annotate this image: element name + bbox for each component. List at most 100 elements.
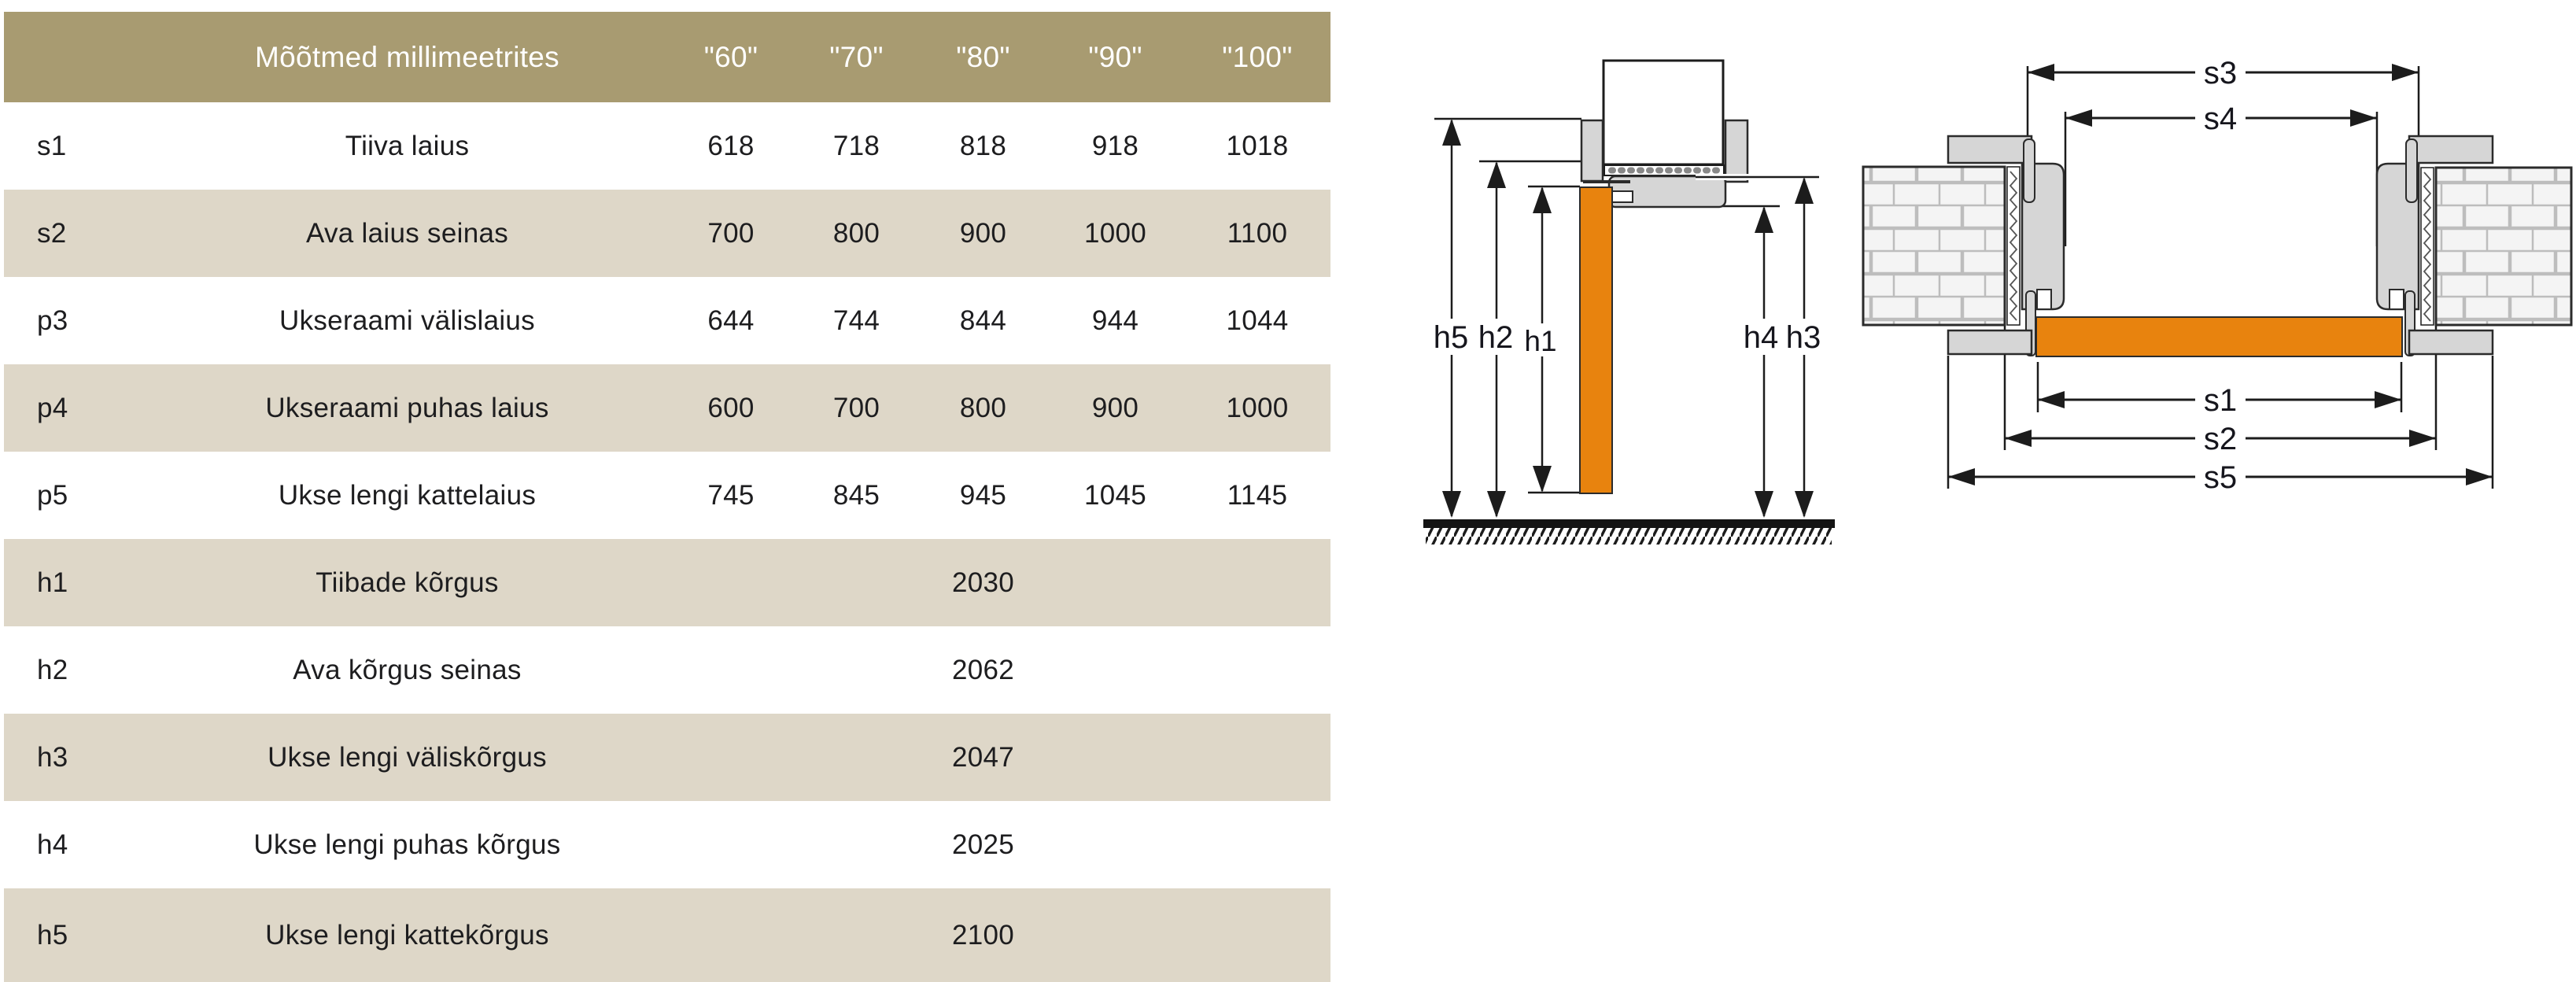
table-title: Mõõtmed millimeetrites bbox=[255, 40, 559, 73]
col-header-60: "60" bbox=[703, 40, 758, 73]
table-row: h4 Ukse lengi puhas kõrgus 2025 bbox=[4, 801, 1330, 888]
row-label: Ukse lengi kattelaius bbox=[278, 479, 537, 511]
row-value bbox=[793, 714, 920, 801]
row-value bbox=[669, 801, 793, 888]
table-row: s2 Ava laius seinas 700 800 900 1000 110… bbox=[4, 190, 1330, 277]
casing-top-right bbox=[2408, 135, 2494, 164]
row-value bbox=[793, 626, 920, 714]
casing-tab-right bbox=[2405, 138, 2418, 203]
jamb-right-notch bbox=[2389, 289, 2404, 310]
row-value: 800 bbox=[959, 392, 1007, 423]
row-key: p4 bbox=[37, 392, 68, 423]
row-value: 2100 bbox=[951, 919, 1015, 951]
row-value: 944 bbox=[1091, 305, 1139, 336]
horizontal-section-diagram: s3 s4 s1 s2 s5 bbox=[1862, 54, 2573, 496]
door-section-diagrams: h5 h2 h1 h4 h3 bbox=[1423, 54, 2573, 545]
col-header-90: "90" bbox=[1088, 40, 1142, 73]
table-row: p3 Ukseraami välislaius 644 744 844 944 … bbox=[4, 277, 1330, 364]
label-bg bbox=[1474, 319, 1518, 355]
floor-hatch bbox=[1426, 528, 1832, 545]
row-label: Ukse lengi väliskõrgus bbox=[268, 741, 547, 773]
casing-right bbox=[1724, 119, 1749, 183]
table-header-row: Mõõtmed millimeetrites "60" "70" "80" "9… bbox=[4, 12, 1330, 102]
row-value: 1018 bbox=[1226, 130, 1289, 161]
row-label: Ukse lengi puhas kõrgus bbox=[253, 829, 561, 860]
dim-s2: s2 bbox=[2005, 419, 2436, 457]
row-value: 1045 bbox=[1083, 479, 1147, 511]
wall-above-door bbox=[1602, 59, 1725, 166]
table-row: p5 Ukse lengi kattelaius 745 845 945 104… bbox=[4, 452, 1330, 539]
vertical-section-diagram: h5 h2 h1 h4 h3 bbox=[1423, 59, 1835, 545]
row-value: 745 bbox=[707, 479, 755, 511]
row-key: h4 bbox=[37, 829, 68, 860]
label-bg bbox=[1740, 319, 1783, 355]
row-value: 600 bbox=[707, 392, 755, 423]
row-value: 1044 bbox=[1226, 305, 1289, 336]
row-value: 844 bbox=[959, 305, 1007, 336]
row-value: 644 bbox=[707, 305, 755, 336]
row-value bbox=[1046, 714, 1184, 801]
row-value bbox=[793, 801, 920, 888]
casing-bottom-left bbox=[1947, 329, 2033, 356]
row-label: Ava kõrgus seinas bbox=[293, 654, 522, 685]
seal-right-zigzag bbox=[2423, 172, 2432, 322]
row-value: 700 bbox=[707, 217, 755, 249]
header-key-cell bbox=[4, 12, 146, 102]
row-value bbox=[1184, 539, 1330, 626]
row-key: h1 bbox=[37, 567, 68, 598]
row-value bbox=[793, 539, 920, 626]
casing-tab-left bbox=[2023, 138, 2035, 203]
row-value: 1100 bbox=[1227, 217, 1288, 249]
row-label: Tiibade kõrgus bbox=[316, 567, 499, 598]
row-value bbox=[669, 539, 793, 626]
row-value bbox=[1184, 888, 1330, 982]
row-value bbox=[1046, 539, 1184, 626]
row-value: 818 bbox=[959, 130, 1007, 161]
dim-label-s4: s4 bbox=[2204, 102, 2237, 136]
row-value bbox=[1184, 801, 1330, 888]
dim-s3: s3 bbox=[2028, 54, 2419, 91]
row-value: 1000 bbox=[1226, 392, 1289, 423]
row-value: 2030 bbox=[951, 567, 1015, 598]
casing-bottom-right bbox=[2408, 329, 2494, 356]
dim-s4: s4 bbox=[2065, 99, 2377, 137]
dim-label-s1: s1 bbox=[2204, 383, 2237, 418]
table-row: h3 Ukse lengi väliskõrgus 2047 bbox=[4, 714, 1330, 801]
row-value bbox=[669, 888, 793, 982]
row-key: p3 bbox=[37, 305, 68, 336]
row-key: s2 bbox=[37, 217, 67, 249]
label-bg bbox=[1520, 323, 1562, 356]
dim-label-s5: s5 bbox=[2204, 460, 2237, 495]
dimensions-table: Mõõtmed millimeetrites "60" "70" "80" "9… bbox=[4, 12, 1330, 982]
row-key: s1 bbox=[37, 130, 67, 161]
row-value: 700 bbox=[832, 392, 880, 423]
dim-label-s3: s3 bbox=[2204, 56, 2237, 90]
table-row: s1 Tiiva laius 618 718 818 918 1018 bbox=[4, 102, 1330, 190]
row-value bbox=[1046, 626, 1184, 714]
dim-h5 bbox=[1442, 119, 1461, 518]
dim-label-h3: h3 bbox=[1786, 320, 1821, 355]
row-label: Tiiva laius bbox=[345, 130, 470, 161]
row-value bbox=[669, 714, 793, 801]
row-value bbox=[669, 626, 793, 714]
row-value: 618 bbox=[707, 130, 755, 161]
floor-line bbox=[1423, 519, 1835, 528]
row-value: 2047 bbox=[951, 741, 1015, 773]
row-label: Ukse lengi kattekõrgus bbox=[265, 919, 549, 951]
table-row: h2 Ava kõrgus seinas 2062 bbox=[4, 626, 1330, 714]
row-value: 2062 bbox=[951, 654, 1015, 685]
row-value: 2025 bbox=[951, 829, 1015, 860]
door-leaf-horizontal bbox=[2035, 316, 2403, 357]
row-value: 900 bbox=[1091, 392, 1139, 423]
dim-h4 bbox=[1755, 206, 1773, 518]
seal-left-zigzag bbox=[2009, 171, 2018, 321]
door-leaf-vertical bbox=[1579, 186, 1613, 494]
row-value bbox=[1184, 626, 1330, 714]
row-value: 718 bbox=[832, 130, 880, 161]
table-row: h1 Tiibade kõrgus 2030 bbox=[4, 539, 1330, 626]
row-key: p5 bbox=[37, 479, 68, 511]
jamb-left-notch bbox=[2036, 289, 2052, 310]
dim-s5: s5 bbox=[1948, 458, 2493, 496]
row-label: Ukseraami välislaius bbox=[279, 305, 535, 336]
dim-label-h1: h1 bbox=[1524, 325, 1556, 357]
